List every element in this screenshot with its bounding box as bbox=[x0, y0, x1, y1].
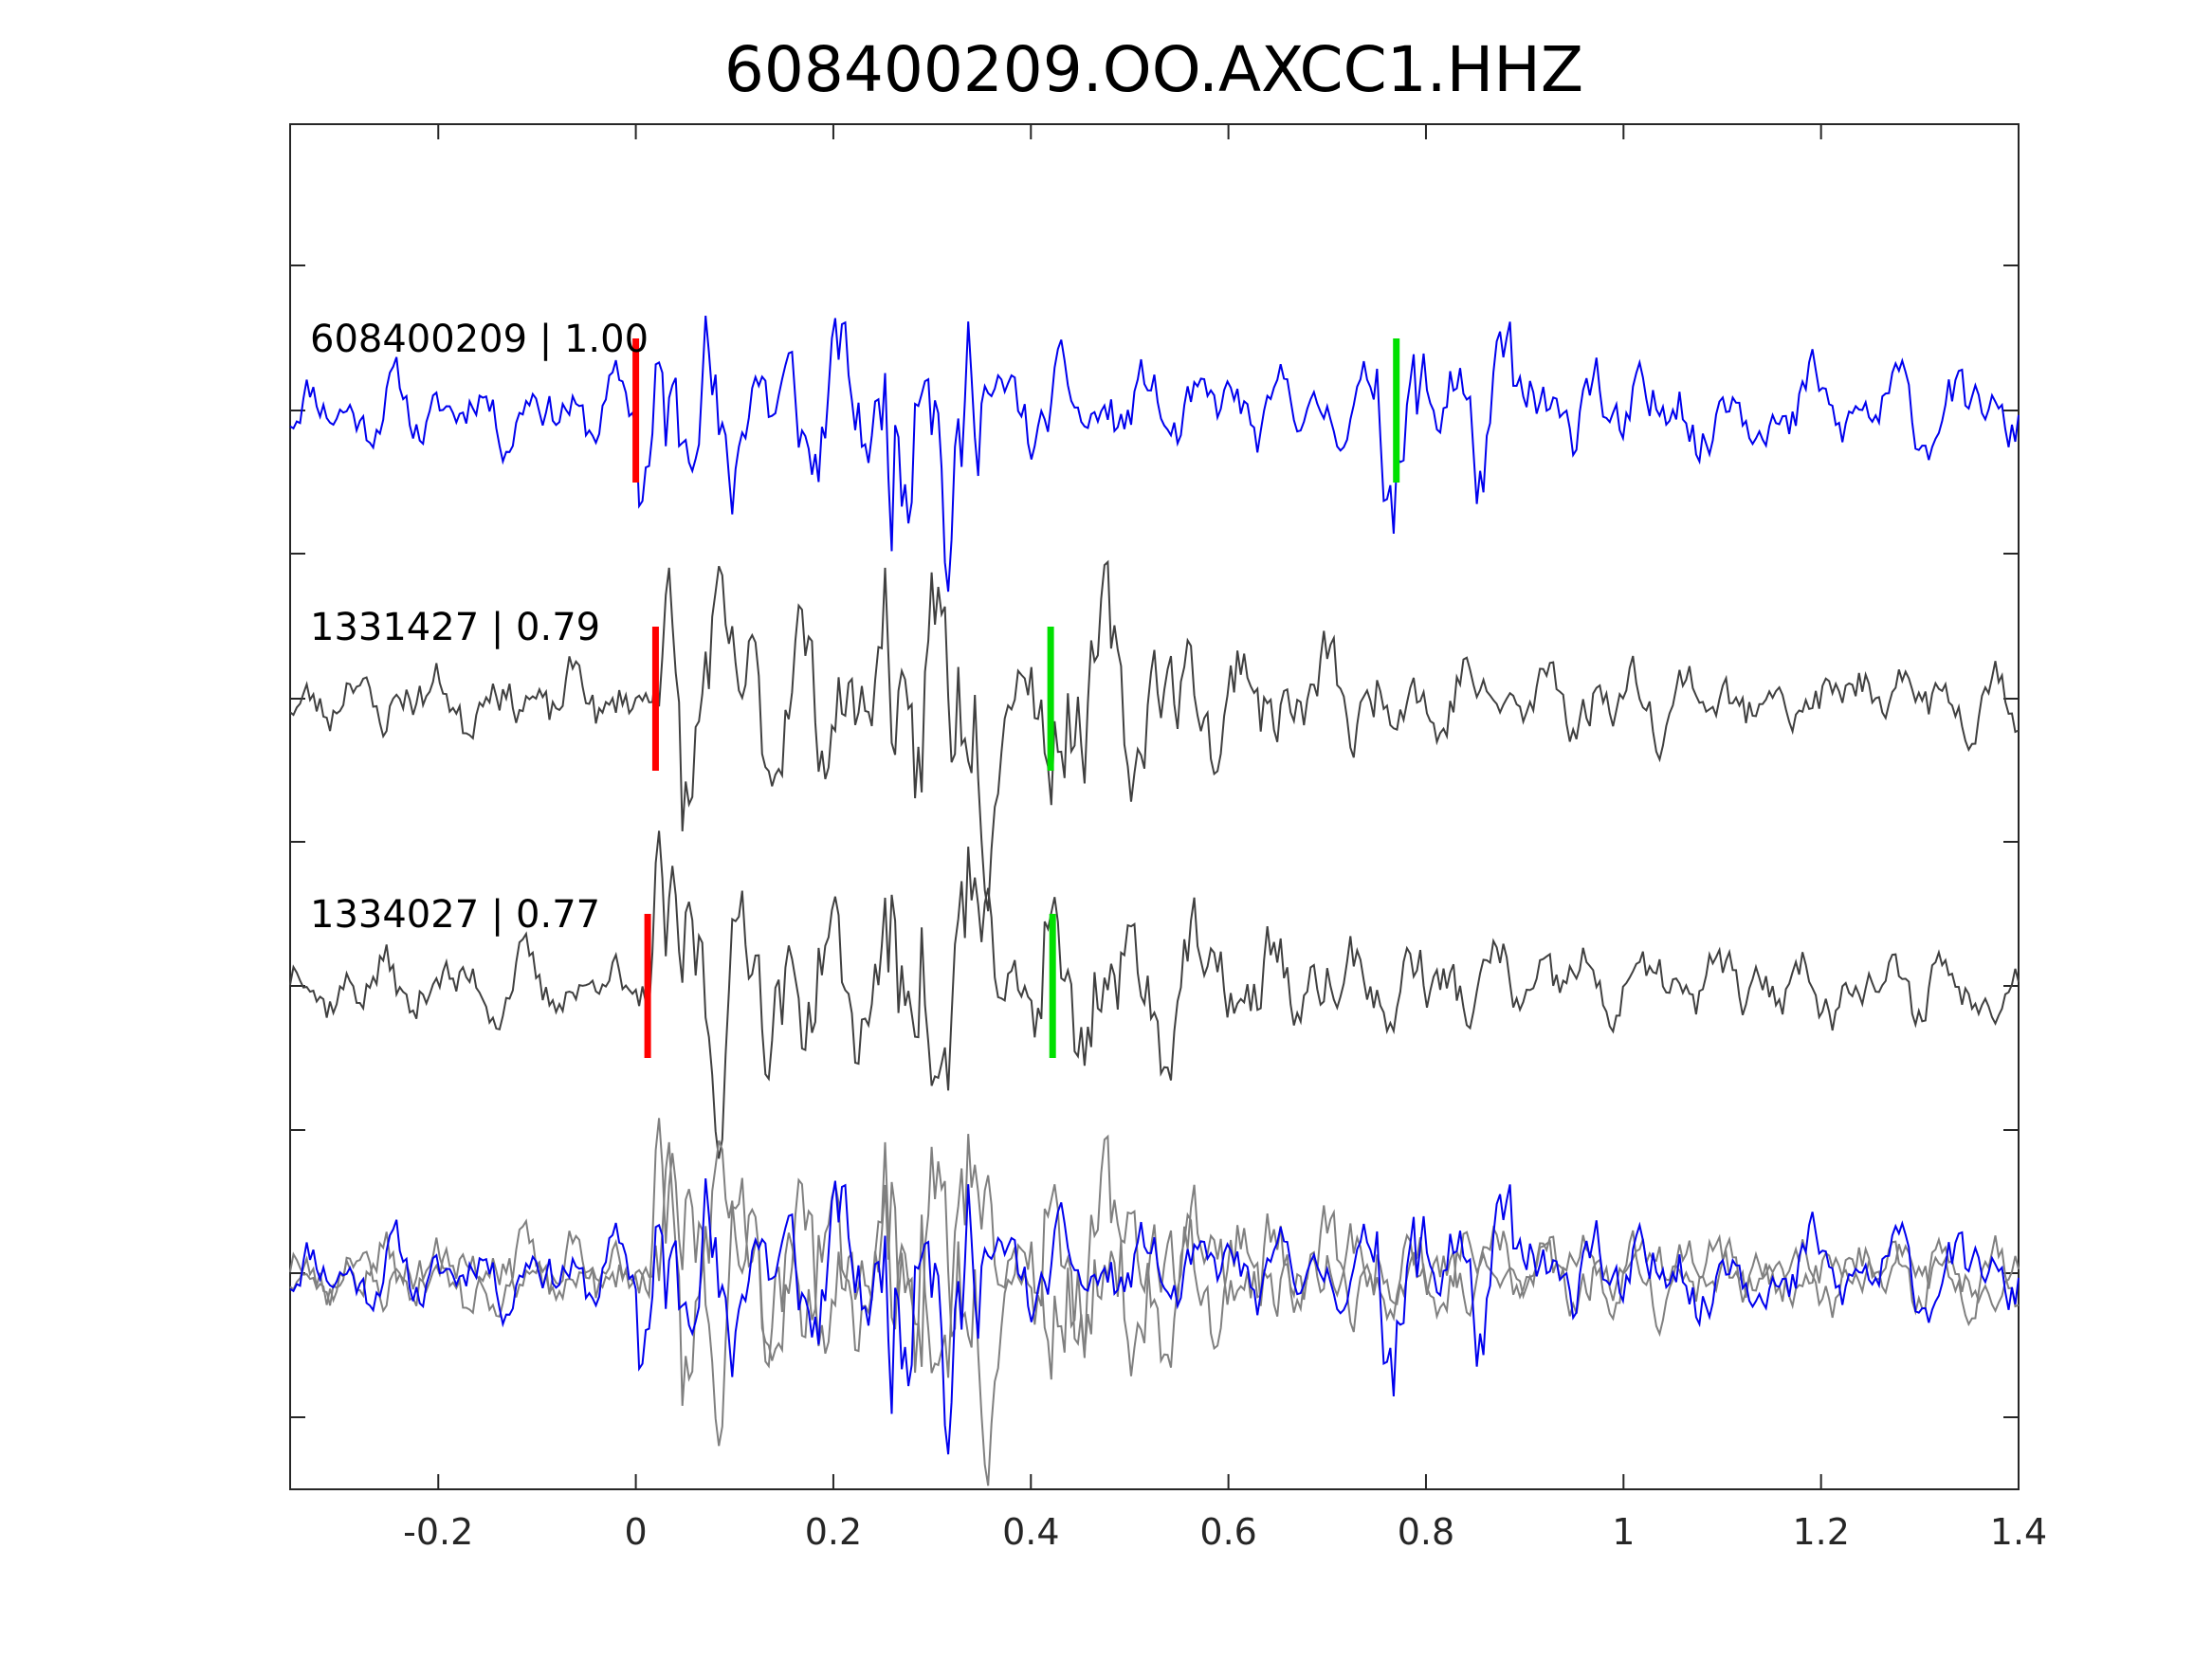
trace-group bbox=[289, 316, 2020, 1486]
x-tick-label: 0.6 bbox=[1199, 1511, 1256, 1553]
x-tick-label: 0.2 bbox=[805, 1511, 862, 1553]
trace-line-608400209 bbox=[289, 316, 2020, 592]
pick-markers bbox=[632, 338, 1400, 1058]
overlay-trace-1334027 bbox=[289, 1118, 2020, 1447]
x-tick-label: 0.4 bbox=[1002, 1511, 1059, 1553]
chart-title: 608400209.OO.AXCC1.HHZ bbox=[724, 33, 1583, 106]
x-tick-label: 1.2 bbox=[1792, 1511, 1849, 1553]
x-tick-label: 1 bbox=[1612, 1511, 1635, 1553]
x-tick-label: 0.8 bbox=[1398, 1511, 1454, 1553]
overlay-trace-608400209 bbox=[289, 1178, 2020, 1455]
x-tick-label: 1.4 bbox=[1990, 1511, 2047, 1553]
trace-line-1334027 bbox=[289, 830, 2020, 1159]
trace-label: 1331427 | 0.79 bbox=[310, 606, 600, 649]
axes-frame bbox=[289, 123, 2020, 1490]
x-ticks: -0.2 0 0.2 0.4 0.6 0.8 1 1.2 1.4 bbox=[403, 124, 2047, 1553]
trace-label: 608400209 | 1.00 bbox=[310, 318, 649, 361]
x-tick-label: -0.2 bbox=[403, 1511, 473, 1553]
trace-line-1331427 bbox=[289, 559, 2020, 912]
x-tick-label: 0 bbox=[625, 1511, 648, 1553]
trace-label: 1334027 | 0.77 bbox=[310, 893, 600, 937]
trace-labels: 608400209 | 1.00 1331427 | 0.79 1334027 | … bbox=[310, 318, 649, 937]
overlay-trace-1331427 bbox=[289, 1134, 2020, 1486]
